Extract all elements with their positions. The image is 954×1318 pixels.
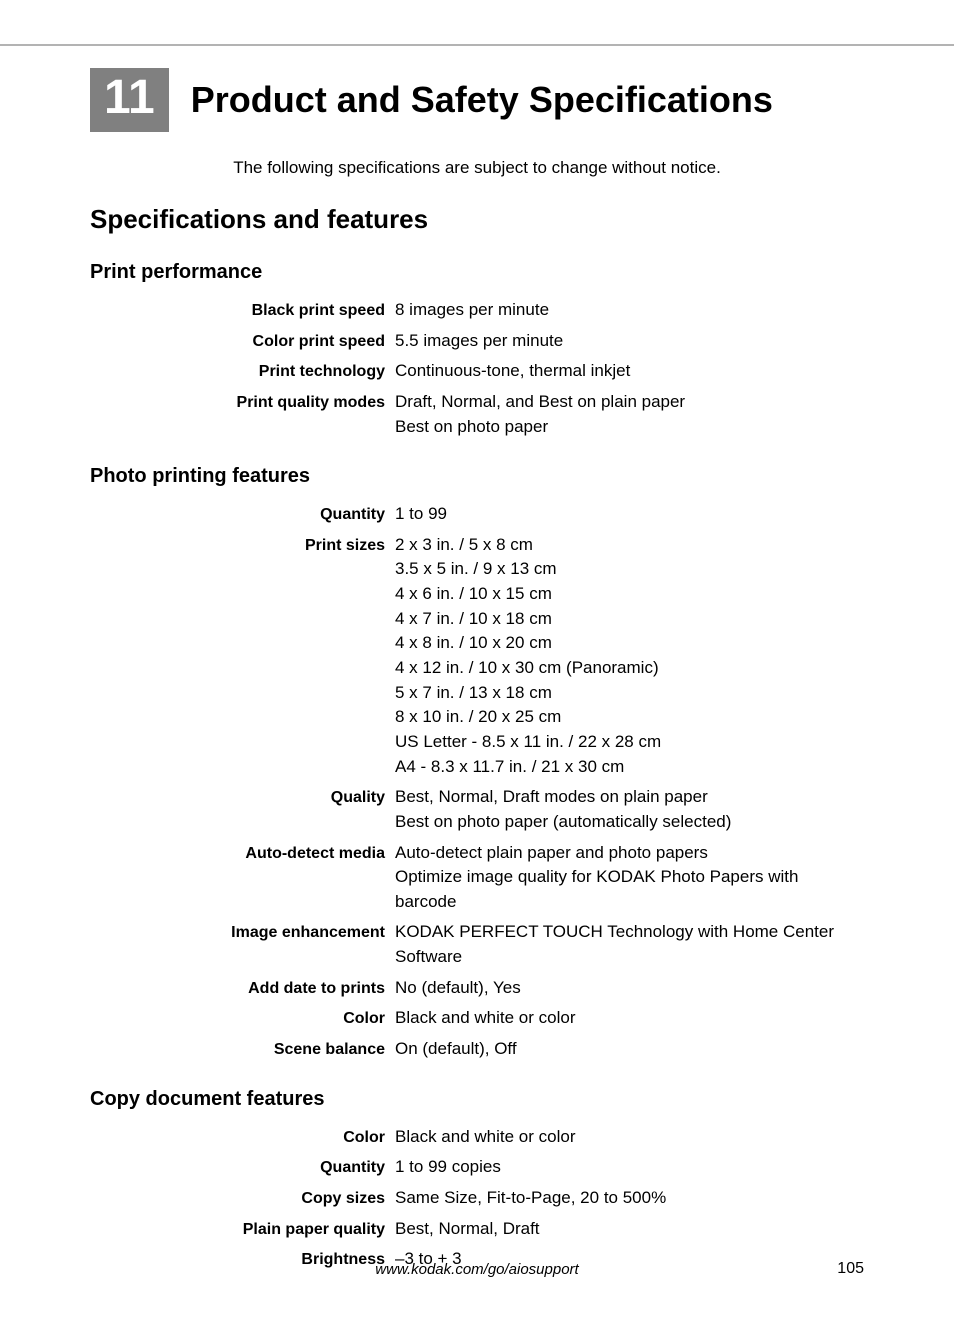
header-rule bbox=[0, 44, 954, 46]
spec-label: Auto-detect media bbox=[90, 841, 395, 865]
spec-value-line: Black and white or color bbox=[395, 1125, 864, 1150]
chapter-title: Product and Safety Specifications bbox=[191, 81, 773, 119]
spec-value: Draft, Normal, and Best on plain paperBe… bbox=[395, 390, 864, 439]
spec-row: Quantity1 to 99 copies bbox=[90, 1155, 864, 1180]
spec-row: QualityBest, Normal, Draft modes on plai… bbox=[90, 785, 864, 834]
page-number: 105 bbox=[837, 1260, 864, 1278]
spec-row: Copy sizesSame Size, Fit-to-Page, 20 to … bbox=[90, 1186, 864, 1211]
spec-value-line: Optimize image quality for KODAK Photo P… bbox=[395, 865, 864, 914]
spec-value-line: Continuous-tone, thermal inkjet bbox=[395, 359, 864, 384]
spec-value-line: 1 to 99 copies bbox=[395, 1155, 864, 1180]
spec-value-line: 1 to 99 bbox=[395, 502, 864, 527]
spec-row: Plain paper qualityBest, Normal, Draft bbox=[90, 1217, 864, 1242]
spec-label: Black print speed bbox=[90, 298, 395, 322]
spec-value-line: Black and white or color bbox=[395, 1006, 864, 1031]
spec-label: Quantity bbox=[90, 1155, 395, 1179]
spec-label: Quality bbox=[90, 785, 395, 809]
spec-value: 1 to 99 copies bbox=[395, 1155, 864, 1180]
spec-value-line: 5 x 7 in. / 13 x 18 cm bbox=[395, 681, 864, 706]
spec-row: Auto-detect mediaAuto-detect plain paper… bbox=[90, 841, 864, 915]
spec-row: Print sizes2 x 3 in. / 5 x 8 cm3.5 x 5 i… bbox=[90, 533, 864, 779]
spec-label: Print sizes bbox=[90, 533, 395, 557]
subsection-heading: Copy document features bbox=[90, 1088, 864, 1111]
footer-url: www.kodak.com/go/aiosupport bbox=[0, 1261, 954, 1278]
spec-value-line: 4 x 6 in. / 10 x 15 cm bbox=[395, 582, 864, 607]
spec-value: Auto-detect plain paper and photo papers… bbox=[395, 841, 864, 915]
spec-label: Print technology bbox=[90, 359, 395, 383]
spec-label: Print quality modes bbox=[90, 390, 395, 414]
spec-value-line: No (default), Yes bbox=[395, 976, 864, 1001]
spec-row: ColorBlack and white or color bbox=[90, 1125, 864, 1150]
spec-value: 5.5 images per minute bbox=[395, 329, 864, 354]
spec-row: Image enhancementKODAK PERFECT TOUCH Tec… bbox=[90, 920, 864, 969]
spec-label: Copy sizes bbox=[90, 1186, 395, 1210]
spec-label: Plain paper quality bbox=[90, 1217, 395, 1241]
spec-label: Scene balance bbox=[90, 1037, 395, 1061]
spec-row: Add date to printsNo (default), Yes bbox=[90, 976, 864, 1001]
spec-value: 8 images per minute bbox=[395, 298, 864, 323]
spec-value-line: KODAK PERFECT TOUCH Technology with Home… bbox=[395, 920, 864, 969]
spec-value-line: 5.5 images per minute bbox=[395, 329, 864, 354]
spec-row: Print quality modesDraft, Normal, and Be… bbox=[90, 390, 864, 439]
spec-value-line: 4 x 8 in. / 10 x 20 cm bbox=[395, 631, 864, 656]
spec-value-line: On (default), Off bbox=[395, 1037, 864, 1062]
spec-row: Black print speed8 images per minute bbox=[90, 298, 864, 323]
spec-value: Black and white or color bbox=[395, 1006, 864, 1031]
spec-value-line: Best, Normal, Draft bbox=[395, 1217, 864, 1242]
spec-value-line: 2 x 3 in. / 5 x 8 cm bbox=[395, 533, 864, 558]
spec-value: 1 to 99 bbox=[395, 502, 864, 527]
spec-value-line: 8 images per minute bbox=[395, 298, 864, 323]
spec-value-line: 3.5 x 5 in. / 9 x 13 cm bbox=[395, 557, 864, 582]
spec-value-line: Auto-detect plain paper and photo papers bbox=[395, 841, 864, 866]
spec-value-line: Best on photo paper (automatically selec… bbox=[395, 810, 864, 835]
spec-value-line: 8 x 10 in. / 20 x 25 cm bbox=[395, 705, 864, 730]
spec-value: On (default), Off bbox=[395, 1037, 864, 1062]
spec-value-line: Best on photo paper bbox=[395, 415, 864, 440]
spec-value-line: A4 - 8.3 x 11.7 in. / 21 x 30 cm bbox=[395, 755, 864, 780]
spec-value: Continuous-tone, thermal inkjet bbox=[395, 359, 864, 384]
spec-label: Add date to prints bbox=[90, 976, 395, 1000]
spec-row: Scene balanceOn (default), Off bbox=[90, 1037, 864, 1062]
spec-row: Print technologyContinuous-tone, thermal… bbox=[90, 359, 864, 384]
spec-row: ColorBlack and white or color bbox=[90, 1006, 864, 1031]
spec-value: 2 x 3 in. / 5 x 8 cm3.5 x 5 in. / 9 x 13… bbox=[395, 533, 864, 779]
spec-row: Quantity1 to 99 bbox=[90, 502, 864, 527]
spec-label: Image enhancement bbox=[90, 920, 395, 944]
spec-value: No (default), Yes bbox=[395, 976, 864, 1001]
spec-label: Color bbox=[90, 1125, 395, 1149]
spec-value: Black and white or color bbox=[395, 1125, 864, 1150]
spec-value: Best, Normal, Draft bbox=[395, 1217, 864, 1242]
spec-value-line: 4 x 7 in. / 10 x 18 cm bbox=[395, 607, 864, 632]
spec-value-line: 4 x 12 in. / 10 x 30 cm (Panoramic) bbox=[395, 656, 864, 681]
spec-value-line: Best, Normal, Draft modes on plain paper bbox=[395, 785, 864, 810]
spec-label: Color bbox=[90, 1006, 395, 1030]
spec-value: KODAK PERFECT TOUCH Technology with Home… bbox=[395, 920, 864, 969]
intro-text: The following specifications are subject… bbox=[90, 158, 864, 178]
page-container: 11 Product and Safety Specifications The… bbox=[0, 0, 954, 1318]
subsection-heading: Photo printing features bbox=[90, 465, 864, 488]
chapter-header: 11 Product and Safety Specifications bbox=[90, 68, 864, 132]
spec-value-line: US Letter - 8.5 x 11 in. / 22 x 28 cm bbox=[395, 730, 864, 755]
spec-value: Best, Normal, Draft modes on plain paper… bbox=[395, 785, 864, 834]
section-heading-specs: Specifications and features bbox=[90, 204, 864, 235]
sections-container: Print performance Black print speed8 imag… bbox=[90, 261, 864, 1272]
spec-row: Color print speed5.5 images per minute bbox=[90, 329, 864, 354]
subsection-heading: Print performance bbox=[90, 261, 864, 284]
spec-value-line: Draft, Normal, and Best on plain paper bbox=[395, 390, 864, 415]
spec-value: Same Size, Fit-to-Page, 20 to 500% bbox=[395, 1186, 864, 1211]
spec-label: Quantity bbox=[90, 502, 395, 526]
chapter-number-badge: 11 bbox=[90, 68, 169, 132]
spec-value-line: Same Size, Fit-to-Page, 20 to 500% bbox=[395, 1186, 864, 1211]
spec-label: Color print speed bbox=[90, 329, 395, 353]
